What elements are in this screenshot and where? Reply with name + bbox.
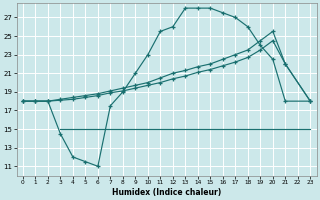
X-axis label: Humidex (Indice chaleur): Humidex (Indice chaleur) bbox=[112, 188, 221, 197]
